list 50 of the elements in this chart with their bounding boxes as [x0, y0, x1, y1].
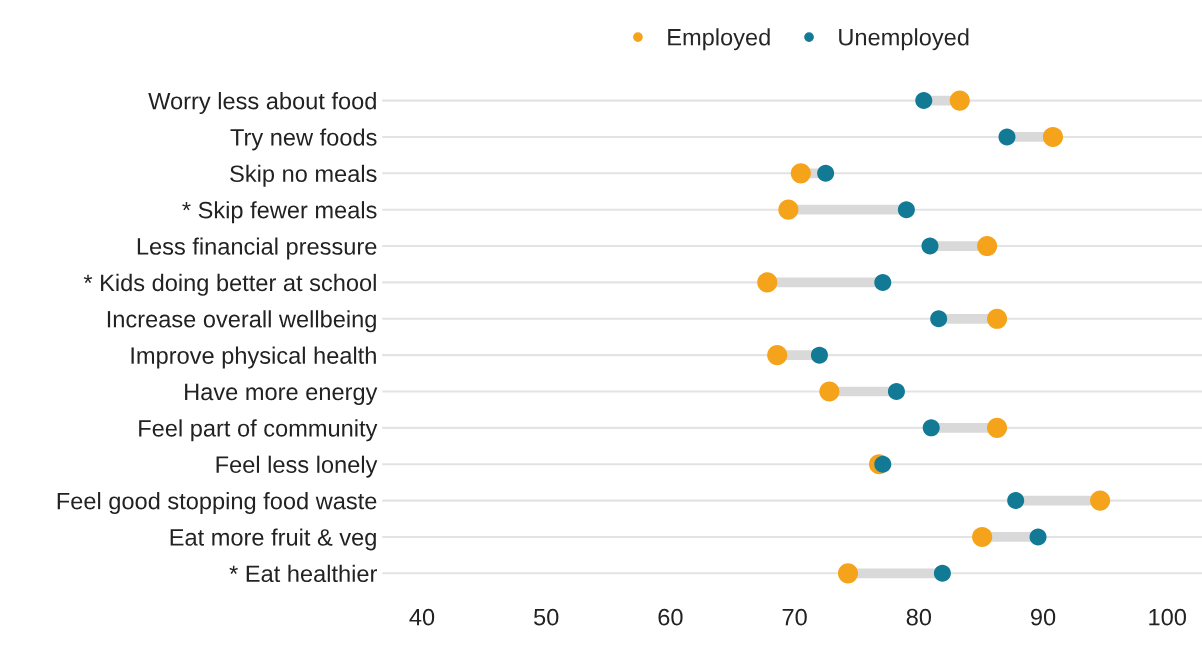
legend-label: Employed [668, 28, 770, 51]
y-tick-label: * Kids doing better at school [83, 273, 376, 296]
point [790, 163, 811, 184]
point [1042, 126, 1064, 148]
point [767, 345, 788, 366]
y-tick-label: Eat more fruit & veg [170, 528, 376, 551]
point [1007, 492, 1025, 510]
x-tick-label: 50 [534, 608, 559, 626]
point [921, 237, 939, 255]
point [949, 90, 970, 111]
y-tick-label: Worry less about food [148, 92, 376, 115]
x-tick-label: 80 [906, 608, 932, 626]
point [987, 308, 1008, 329]
point [819, 381, 840, 402]
y-tick-label: Skip no meals [230, 164, 377, 187]
x-tick-label: 40 [409, 608, 435, 626]
point [810, 346, 828, 364]
y-tick-label: Feel part of community [139, 419, 378, 442]
point [977, 235, 998, 257]
point [887, 382, 905, 401]
point [817, 164, 835, 182]
y-tick-label: * Skip fewer meals [182, 201, 377, 224]
x-tick-label: 70 [782, 608, 807, 626]
point [837, 563, 859, 584]
point [1090, 490, 1111, 511]
y-tick-label: Increase overall wellbeing [107, 310, 376, 333]
y-tick-label: Feel less lonely [216, 455, 378, 478]
legend-label: Unemployed [839, 28, 969, 51]
point [987, 417, 1008, 438]
y-tick-label: Have more energy [185, 383, 378, 405]
point [930, 310, 948, 328]
point [915, 92, 933, 110]
y-tick-label: Improve physical health [131, 346, 376, 369]
point [897, 201, 915, 219]
y-tick-label: Try new foods [230, 128, 377, 151]
x-tick-label: 100 [1149, 608, 1186, 626]
point [998, 128, 1016, 146]
point [778, 199, 799, 220]
y-tick-label: Feel good stopping food waste [57, 492, 377, 515]
point [972, 526, 993, 548]
y-tick-label: * Eat healthier [229, 564, 377, 583]
x-tick-label: 90 [1030, 608, 1056, 626]
point [933, 564, 951, 582]
y-tick-label: Less financial pressure [137, 237, 377, 260]
point [1029, 528, 1047, 546]
x-tick-label: 60 [658, 608, 683, 626]
point [874, 273, 892, 291]
point [874, 455, 892, 473]
point [757, 272, 778, 293]
point [922, 419, 940, 437]
